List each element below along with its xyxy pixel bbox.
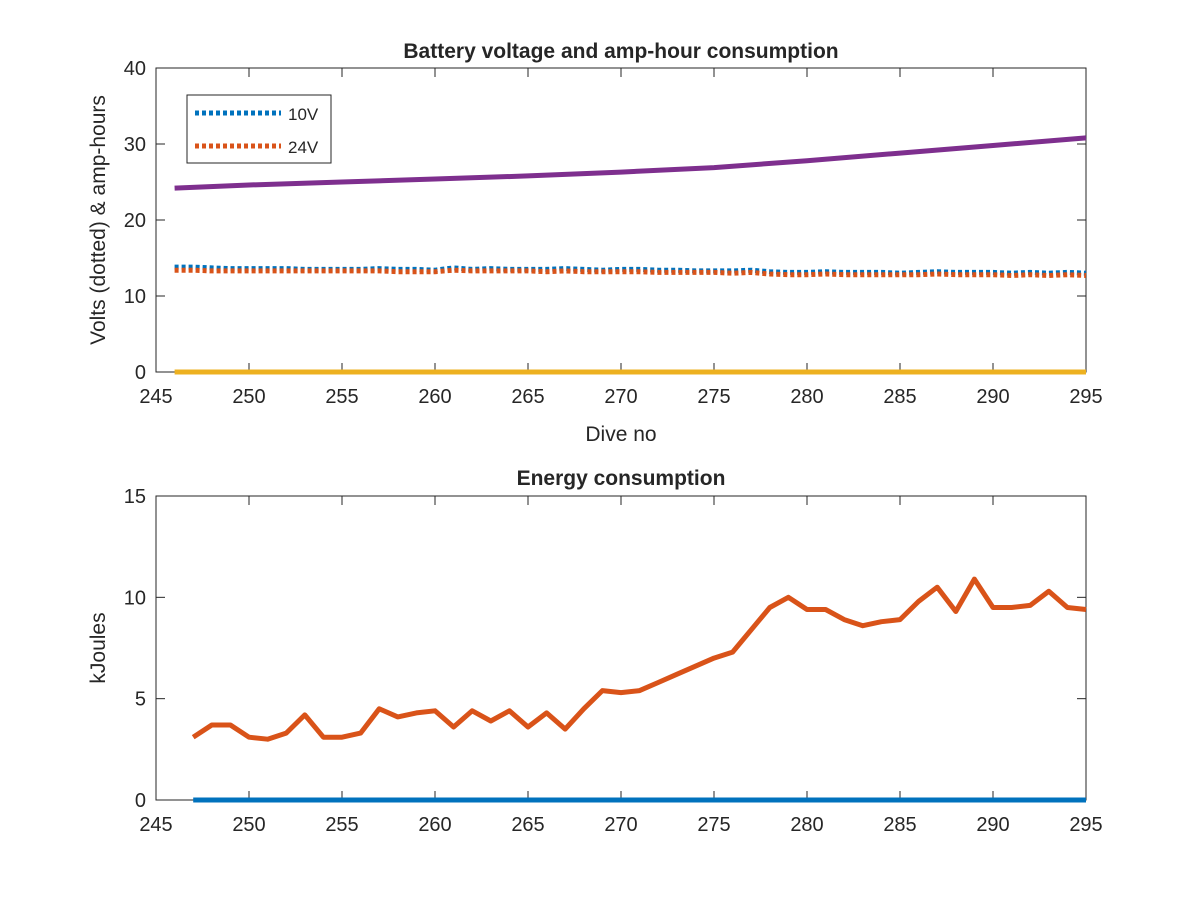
top-subplot: 245 250 255 260 265 270 275 280 285 290 295 0 10 20 30… xyxy=(87,40,1103,446)
top-x-tick-label: 255 xyxy=(325,386,358,408)
bottom-y-tick-label: 15 xyxy=(124,486,146,508)
bottom-x-tick-label: 250 xyxy=(232,814,265,836)
legend-label-10v: 10V xyxy=(288,105,319,124)
legend-box xyxy=(186,94,332,164)
legend: 10V 24V xyxy=(186,94,332,164)
bottom-x-tick-label: 265 xyxy=(511,814,544,836)
top-x-tick-label: 245 xyxy=(139,386,172,408)
bottom-x-tick-label: 245 xyxy=(139,814,172,836)
bottom-plot-area xyxy=(155,495,1087,801)
bottom-x-tick-label: 275 xyxy=(697,814,730,836)
bottom-x-tick-label: 295 xyxy=(1069,814,1102,836)
top-x-tick-label: 250 xyxy=(232,386,265,408)
legend-label-24v: 24V xyxy=(288,138,319,157)
top-ticks: 245 250 255 260 265 270 275 280 285 290 295 0 10 20 30… xyxy=(124,58,1103,408)
top-series-line-2 xyxy=(174,135,1087,191)
top-y-tick-label: 10 xyxy=(124,286,146,308)
top-x-axis-label: Dive no xyxy=(585,423,656,446)
top-x-tick-label: 280 xyxy=(790,386,823,408)
bottom-chart-title: Energy consumption xyxy=(517,467,726,490)
top-x-tick-label: 270 xyxy=(604,386,637,408)
bottom-x-tick-label: 285 xyxy=(883,814,916,836)
bottom-series-group xyxy=(191,576,1087,803)
top-y-tick-label: 0 xyxy=(135,362,146,384)
top-x-tick-label: 290 xyxy=(976,386,1009,408)
top-y-tick-label: 40 xyxy=(124,58,146,80)
top-y-tick-label: 20 xyxy=(124,210,146,232)
bottom-series-line-0 xyxy=(191,576,1087,742)
top-x-tick-label: 295 xyxy=(1069,386,1102,408)
top-x-tick-label: 285 xyxy=(883,386,916,408)
bottom-y-axis-label: kJoules xyxy=(87,612,110,683)
bottom-x-tick-label: 260 xyxy=(418,814,451,836)
top-y-tick-label: 30 xyxy=(124,134,146,156)
top-x-tick-label: 260 xyxy=(418,386,451,408)
bottom-y-tick-label: 0 xyxy=(135,790,146,812)
top-y-axis-label: Volts (dotted) & amp-hours xyxy=(87,95,110,345)
bottom-subplot: 245 250 255 260 265 270 275 280 285 290 295051015 … xyxy=(87,467,1103,836)
top-series-line-24v xyxy=(174,267,1087,278)
top-series-group xyxy=(174,135,1087,375)
bottom-x-tick-label: 270 xyxy=(604,814,637,836)
bottom-x-tick-label: 280 xyxy=(790,814,823,836)
bottom-y-tick-label: 5 xyxy=(135,689,146,711)
top-x-tick-label: 265 xyxy=(511,386,544,408)
top-chart-title: Battery voltage and amp-hour consumption xyxy=(403,40,838,63)
bottom-y-tick-label: 10 xyxy=(124,587,146,609)
bottom-x-tick-label: 255 xyxy=(325,814,358,836)
top-x-tick-label: 275 xyxy=(697,386,730,408)
bottom-x-tick-label: 290 xyxy=(976,814,1009,836)
bottom-ticks: 245 250 255 260 265 270 275 280 285 290 295 0 5 10 15 xyxy=(124,486,1103,836)
